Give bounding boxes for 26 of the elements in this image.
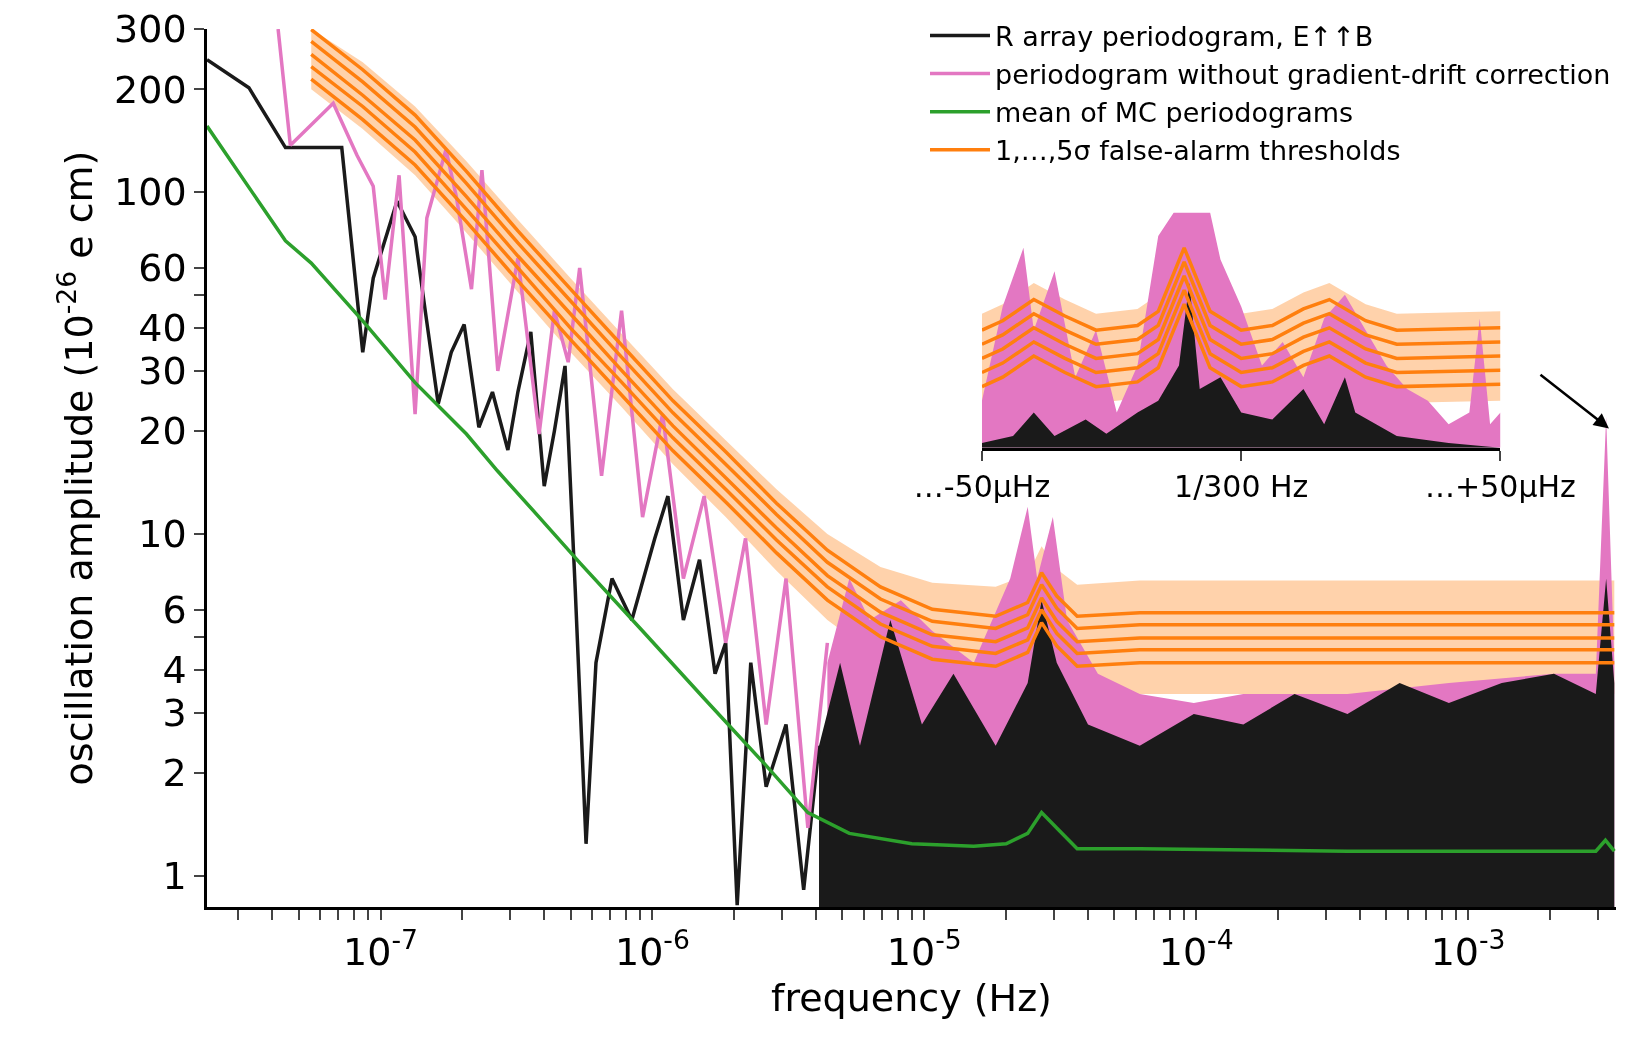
- x-tick-label: …+50μHz: [1425, 468, 1576, 504]
- y-tick-label: 2: [162, 751, 187, 796]
- x-tick-label: 10$^{-5}$: [886, 924, 962, 975]
- legend-label: R array periodogram, E↑↑B: [995, 21, 1374, 53]
- y-tick-label: 6: [162, 588, 187, 633]
- y-tick-label: 3: [162, 690, 187, 735]
- x-tick-label: 10$^{-7}$: [343, 924, 418, 975]
- x-tick-label: 10$^{-6}$: [614, 924, 690, 975]
- legend-label: 1,…,5σ false-alarm thresholds: [995, 135, 1401, 167]
- y-tick-label: 300: [114, 7, 187, 52]
- y-tick-label: 10: [138, 512, 187, 557]
- y-tick-label: 100: [114, 170, 187, 215]
- y-tick-label: 20: [138, 409, 187, 454]
- y-tick-label: 30: [138, 349, 187, 394]
- x-tick-label: 10$^{-3}$: [1430, 924, 1506, 975]
- x-tick-label: …-50μHz: [913, 468, 1051, 504]
- y-tick-label: 40: [138, 306, 187, 351]
- x-axis-title: frequency (Hz): [771, 976, 1052, 1021]
- y-tick-label: 60: [138, 246, 187, 291]
- legend-label: mean of MC periodograms: [995, 97, 1354, 129]
- y-tick-label: 1: [162, 854, 187, 899]
- x-tick-label: 1/300 Hz: [1174, 468, 1309, 504]
- y-tick-label: 200: [114, 67, 187, 112]
- y-tick-label: 4: [162, 648, 187, 693]
- legend-label: periodogram without gradient-drift correction: [995, 59, 1611, 91]
- x-tick-label: 10$^{-4}$: [1158, 924, 1234, 975]
